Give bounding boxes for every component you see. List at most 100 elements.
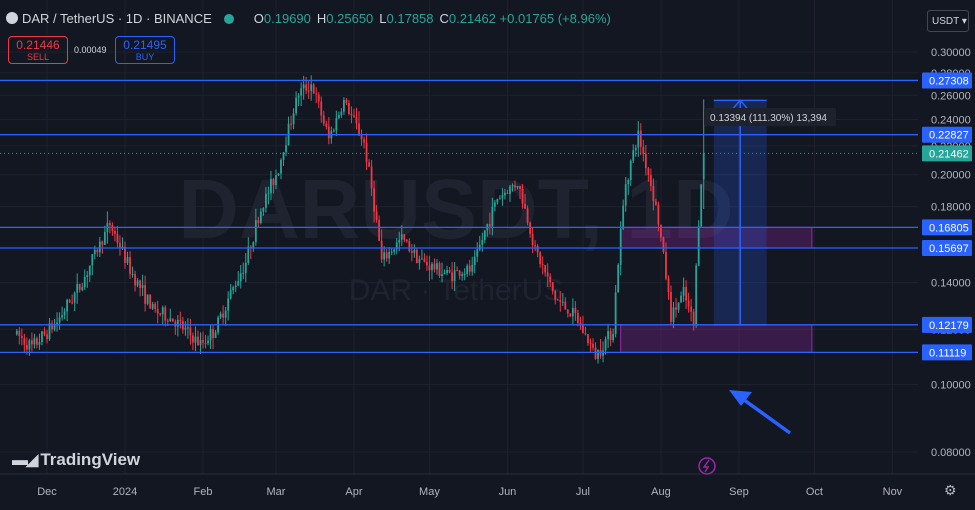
candle-body [506,192,509,194]
candle-body [116,233,119,243]
candle-body [63,311,66,316]
candle-body [569,313,572,317]
symbol-title[interactable]: DAR / TetherUS · 1D · BINANCE [22,11,212,26]
candle-body [51,323,53,330]
level-tag [922,219,972,236]
candle-body [368,162,370,167]
candle-body [270,178,272,194]
candle-body [58,317,61,323]
candle-body [187,327,189,329]
level-tag [922,72,972,89]
candle-body [436,263,438,270]
candle-body [516,185,519,188]
time-tick-label: Dec [37,486,57,498]
close-label: C [439,11,449,26]
candle-body [81,287,84,290]
candle-body [139,280,141,288]
time-axis[interactable]: Dec 2024 Feb Mar Apr May Jun Jul Aug Sep Oct Nov [0,473,975,498]
candle-body [46,334,48,340]
candle-body [388,252,391,259]
candle-body [257,220,260,223]
candle-body [129,257,131,275]
buy-label: BUY [135,52,155,62]
candle-body [466,265,469,274]
candle-body [275,175,277,186]
candle-body [614,292,617,335]
market-open-icon [223,14,234,24]
candle-body [395,242,398,250]
candle-body [622,205,625,230]
candle-body [136,280,139,286]
candle-body [577,313,579,323]
candle-body [476,249,479,257]
candle-body [675,307,677,310]
sell-label: SELL [26,52,50,62]
candle-body [36,338,38,345]
candle-body [483,230,486,240]
currency-button[interactable]: USDT ▾ [927,10,969,32]
candle-body [617,264,620,293]
candle-body [297,95,300,98]
buy-button[interactable]: 0.21495 BUY [115,36,175,64]
tradingview-logo[interactable]: ▬◢ TradingView [12,450,140,470]
candle-body [478,244,481,250]
candle-body [672,307,675,322]
time-tick-label: May [419,486,440,498]
open-label: O [253,11,264,26]
candle-body [176,319,179,327]
candle-body [370,166,373,189]
candle-body [544,264,547,273]
time-tick-label: Sep [729,486,749,498]
candle-body [272,178,275,186]
candle-body [124,246,126,263]
candle-body [564,301,567,310]
candle-body [697,226,700,266]
candle-body [41,331,43,343]
candle-body [629,160,632,181]
candle-body [380,240,383,260]
candle-body [169,318,172,322]
candle-body [350,113,353,116]
candle-body [43,331,46,335]
candle-body [554,291,557,300]
candle-body [519,185,521,190]
price-axis[interactable]: 0.300000.280000.260000.240000.220000.200… [920,0,975,474]
candle-body [96,249,99,253]
candle-body [453,270,456,281]
candle-body [644,153,647,169]
candle-body [471,265,474,272]
candle-body [71,302,74,304]
candle-body [571,307,574,317]
candle-body [33,338,36,345]
measure-label: 0.13394 (111.30%) 13,394 [710,113,827,124]
measure-tool[interactable]: 0.13394 (111.30%) 13,394 [704,99,836,326]
measure-label-box [704,108,836,126]
lightning-icon [698,457,716,475]
candle-body [252,242,255,249]
candle-body [204,342,207,344]
candle-body [433,263,436,270]
change-value: +0.01765 (+8.96%) [499,11,611,26]
candle-body [448,269,451,273]
level-tag-label: 0.12179 [929,320,969,332]
candles [15,75,705,364]
candle-body [282,152,285,160]
candle-body [649,175,652,186]
candle-body [431,263,433,271]
candle-body [624,184,627,206]
candle-body [76,283,79,293]
candle-body [398,239,401,243]
time-tick-label: Mar [266,486,285,498]
candle-body [496,199,499,203]
candle-body [229,290,232,299]
sell-button[interactable]: 0.21446 SELL [8,36,68,64]
candle-body [103,231,106,245]
gear-icon[interactable]: ⚙ [944,482,957,498]
level-tag [922,126,972,143]
price-tick-label: 0.30000 [931,47,971,59]
last-price-label: 0.21462 [929,148,969,160]
candle-body [302,84,305,89]
candle-body [179,319,182,322]
